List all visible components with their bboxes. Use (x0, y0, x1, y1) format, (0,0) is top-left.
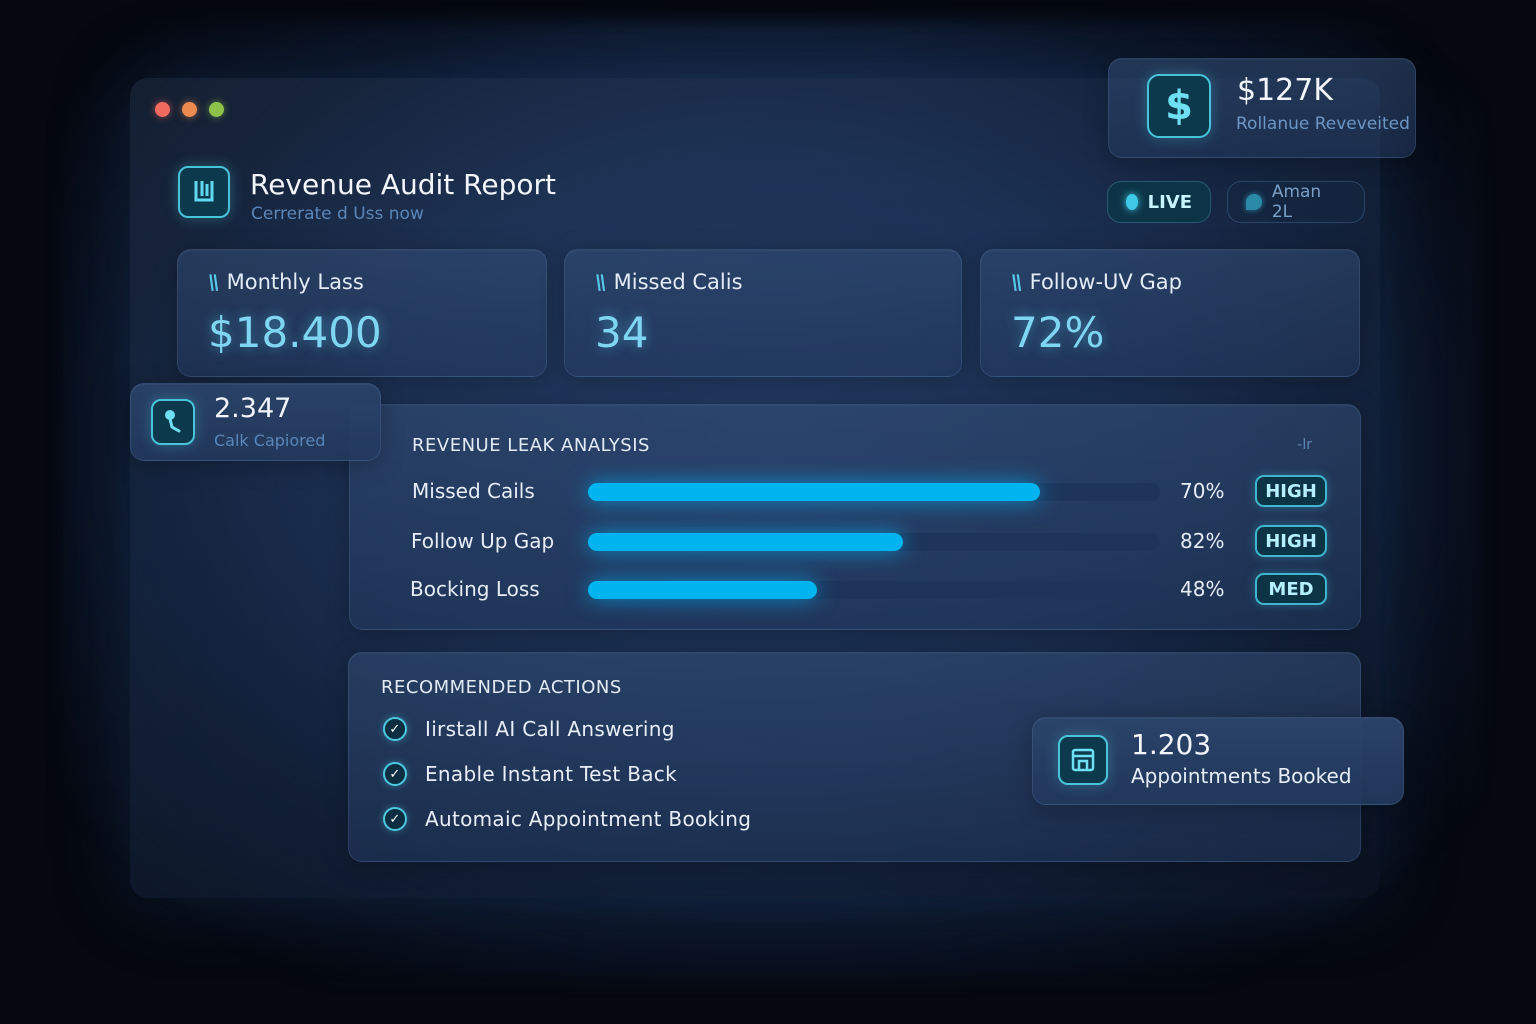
check-icon: ✓ (383, 807, 407, 831)
user-avatar-icon (1246, 194, 1262, 210)
stat-value: 34 (595, 308, 649, 357)
appointments-label: Appointments Booked (1131, 764, 1352, 788)
revenue-recovered-value: $127K (1237, 73, 1334, 108)
action-item[interactable]: ✓ Automaic Appointment Booking (383, 807, 751, 831)
check-icon: ✓ (383, 717, 407, 741)
section-title: RECOMMENDED ACTIONS (381, 677, 622, 698)
leak-row: Follow Up Gap 82% HIGH (350, 525, 1360, 557)
stat-card-follow-up-gap: \\ Follow-UV Gap 72% (980, 249, 1360, 377)
leak-row: Bocking Loss 48% MED (350, 573, 1360, 605)
stat-value: $18.400 (208, 308, 382, 357)
trend-icon: \\ (592, 270, 606, 294)
page-subtitle: Cerrerate d Uss now (251, 204, 424, 224)
close-button[interactable] (155, 102, 170, 117)
user-badge[interactable]: Aman 2L (1227, 181, 1365, 223)
panel-menu-icon[interactable]: -lr (1297, 437, 1312, 453)
severity-badge: HIGH (1255, 475, 1327, 507)
leak-row: Missed Cails 70% HIGH (350, 475, 1360, 507)
dollar-icon: $ (1147, 74, 1211, 138)
progress-bar (588, 533, 1160, 551)
page-title: Revenue Audit Report (250, 168, 556, 201)
stat-card-missed-calls: \\ Missed Calis 34 (564, 249, 962, 377)
live-dot-icon (1126, 194, 1138, 210)
calls-captured-label: Calk Capiored (214, 431, 326, 450)
phone-icon (151, 399, 195, 445)
severity-badge: HIGH (1255, 525, 1327, 557)
trend-icon: \\ (205, 270, 219, 294)
progress-bar (588, 483, 1160, 501)
minimize-button[interactable] (182, 102, 197, 117)
appointments-booked-card: 1.203 Appointments Booked (1032, 717, 1404, 805)
stat-card-monthly-loss: \\ Monthly Lass $18.400 (177, 249, 547, 377)
window-controls (155, 102, 224, 117)
appointments-value: 1.203 (1131, 728, 1212, 761)
trend-icon: \\ (1008, 270, 1022, 294)
revenue-recovered-card: $ $127K Rollanue Reveveited (1108, 58, 1416, 158)
live-status-badge[interactable]: LIVE (1107, 181, 1211, 223)
check-icon: ✓ (383, 762, 407, 786)
severity-badge: MED (1255, 573, 1327, 605)
calls-captured-card: 2.347 Calk Capiored (130, 383, 381, 461)
calls-captured-value: 2.347 (214, 393, 292, 424)
revenue-recovered-label: Rollanue Reveveited (1236, 114, 1410, 134)
action-item[interactable]: ✓ Iirstall AI Call Answering (383, 717, 675, 741)
calendar-icon (1058, 735, 1108, 785)
section-title: REVENUE LEAK ANALYSIS (412, 435, 650, 456)
revenue-leak-analysis-panel: REVENUE LEAK ANALYSIS -lr Missed Cails 7… (349, 404, 1361, 630)
progress-bar (588, 581, 1160, 599)
stat-value: 72% (1011, 308, 1105, 357)
maximize-button[interactable] (209, 102, 224, 117)
action-item[interactable]: ✓ Enable Instant Test Back (383, 762, 677, 786)
report-icon (178, 166, 230, 218)
